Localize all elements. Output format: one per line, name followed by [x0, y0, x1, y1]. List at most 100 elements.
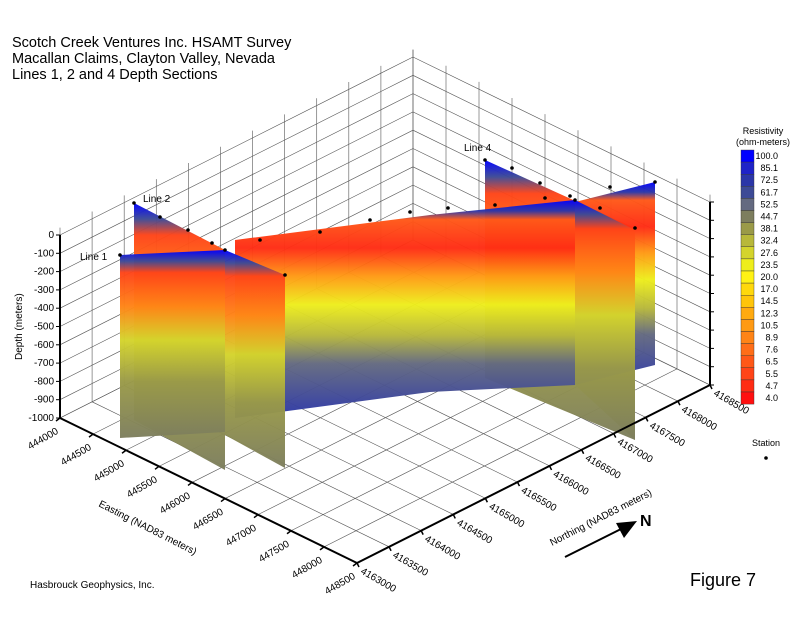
northing-tick: [645, 417, 649, 422]
colorbar-level-label: 52.5: [760, 199, 778, 209]
easting-tick-label: 446500: [191, 506, 226, 532]
depth-tick-label: -1000: [28, 413, 54, 424]
northing-tick: [613, 433, 617, 438]
colorbar-level-label: 44.7: [760, 212, 778, 222]
back-wall-grid-line: [412, 111, 711, 258]
resistivity-colorbar: Resistivity (ohm-meters) 100.0 85.1 72.5 61…: [736, 126, 790, 405]
station-dot-icon: [608, 185, 612, 189]
colorbar-swatch: [740, 367, 755, 381]
station-dot-icon: [210, 241, 214, 245]
northing-tick: [452, 514, 456, 519]
northing-tick: [484, 497, 489, 503]
colorbar-title-2: (ohm-meters): [736, 137, 790, 147]
colorbar-level-label: 4.0: [765, 393, 778, 403]
station-dot-icon: [408, 210, 412, 214]
station-dot-icon: [318, 230, 322, 234]
figure-label: Figure 7: [690, 570, 756, 590]
easting-tick-label: 447000: [224, 523, 259, 549]
colorbar-level-label: 10.5: [760, 320, 778, 330]
northing-tick: [356, 562, 360, 568]
north-arrow: N: [564, 513, 652, 558]
colorbar-swatch: [740, 222, 755, 235]
colorbar-swatch: [740, 270, 755, 284]
colorbar-level-label: 17.0: [760, 284, 778, 294]
depth-tick-label: -200: [34, 267, 54, 278]
colorbar-swatch: [740, 319, 755, 332]
easting-tick: [352, 562, 358, 567]
station-dot-icon: [483, 158, 487, 162]
easting-tick: [253, 514, 259, 519]
northing-tick: [516, 481, 521, 487]
colorbar-swatch: [740, 258, 755, 272]
northing-tick: [709, 384, 713, 390]
depth-sections: [118, 158, 657, 470]
colorbar-swatch: [740, 149, 755, 163]
colorbar-swatch: [740, 391, 755, 405]
colorbar-level-label: 12.3: [760, 308, 778, 318]
station-dot-icon: [158, 215, 162, 219]
colorbar-swatch: [740, 282, 755, 296]
easting-tick: [121, 449, 127, 454]
depth-tick-label: -400: [34, 303, 54, 314]
depth-tick-label: -100: [34, 248, 54, 259]
depth-tick-label: -800: [34, 376, 54, 387]
colorbar-swatch: [740, 173, 755, 187]
station-dot-icon: [653, 180, 657, 184]
north-arrow-head-icon: [616, 521, 637, 538]
colorbar-swatch: [740, 246, 755, 260]
easting-tick-label: 447500: [257, 539, 292, 565]
station-dot-icon: [510, 166, 514, 170]
colorbar-swatch: [740, 186, 755, 199]
easting-axis-title: Easting (NAD83 meters): [97, 499, 199, 558]
colorbar-swatch: [740, 355, 755, 369]
northing-tick-label: 4164500: [455, 518, 495, 547]
northing-tick-label: 4167000: [615, 437, 655, 466]
colorbar-level-label: 27.6: [760, 248, 778, 258]
station-dot-icon: [132, 201, 136, 205]
left-wall-grid-line: [59, 93, 414, 272]
line-2-label: Line 2: [143, 194, 171, 205]
easting-tick-label: 446000: [158, 490, 193, 516]
northing-axis-line: [356, 384, 711, 564]
easting-tick-label: 444500: [59, 442, 94, 468]
line-2-front-section: [225, 250, 285, 468]
easting-tick: [88, 433, 94, 438]
northing-tick: [420, 530, 424, 535]
station-dot-icon: [543, 196, 547, 200]
station-dot-icon: [446, 206, 450, 210]
easting-tick-label: 444000: [26, 426, 61, 452]
easting-tick-label: 445500: [125, 474, 160, 500]
depth-tick-label: 0: [48, 230, 54, 241]
station-dot-icon: [538, 181, 542, 185]
northing-tick-label: 4165500: [519, 485, 559, 514]
colorbar-title-1: Resistivity: [743, 126, 784, 136]
colorbar-level-label: 8.9: [765, 333, 778, 343]
north-arrow-shaft: [564, 526, 626, 558]
main-section: [235, 200, 575, 418]
northing-tick-label: 4168000: [679, 404, 719, 433]
line-4-label: Line 4: [464, 143, 492, 154]
station-legend-dot-icon: [764, 456, 768, 460]
station-dot-icon: [598, 206, 602, 210]
line-1-section: [120, 250, 225, 438]
left-wall-grid-line: [59, 56, 414, 236]
colorbar-level-label: 100.0: [755, 151, 778, 161]
colorbar-level-label: 7.6: [765, 345, 778, 355]
title-line-2: Macallan Claims, Clayton Valley, Nevada: [12, 51, 276, 67]
colorbar-swatch: [740, 198, 755, 211]
left-wall-grid-line: [59, 111, 414, 291]
depth-tick-label: -600: [34, 340, 54, 351]
northing-tick-label: 4164000: [423, 534, 463, 563]
back-wall-grid-line: [412, 56, 711, 203]
depth-tick-label: -700: [34, 358, 54, 369]
colorbar-swatch: [740, 234, 755, 247]
easting-tick-label: 445000: [92, 458, 127, 484]
northing-tick-label: 4166500: [583, 453, 623, 482]
depth-axis-title: Depth (meters): [14, 293, 25, 360]
station-dot-icon: [118, 253, 122, 257]
line-1-label: Line 1: [80, 252, 108, 263]
colorbar-swatch: [740, 210, 755, 223]
colorbar-level-label: 72.5: [760, 175, 778, 185]
depth-tick-label: -900: [34, 395, 54, 406]
easting-tick: [319, 546, 325, 551]
